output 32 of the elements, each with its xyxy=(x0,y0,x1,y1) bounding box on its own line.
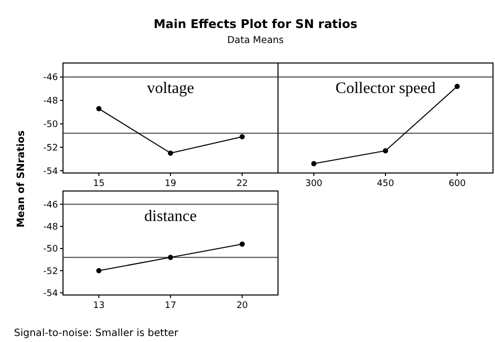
x-tick-label: 450 xyxy=(376,179,394,189)
annotation: voltage xyxy=(146,80,194,97)
chart-subtitle: Data Means xyxy=(227,35,284,46)
x-tick-label: 17 xyxy=(164,301,176,311)
y-tick-label: -48 xyxy=(43,222,58,233)
point xyxy=(168,254,174,260)
y-tick-label: -52 xyxy=(43,143,58,154)
y-tick-label: -46 xyxy=(43,73,58,84)
text: Signal-to-noise: Smaller is better xyxy=(14,328,180,339)
x-tick-label: 15 xyxy=(93,179,105,189)
y-tick-label: -48 xyxy=(43,96,58,107)
x-tick-label: 13 xyxy=(93,301,105,311)
y-tick-label: -50 xyxy=(43,120,58,130)
x-tick-label: 19 xyxy=(164,179,176,189)
point xyxy=(168,150,174,156)
point xyxy=(240,134,245,140)
point xyxy=(96,106,102,112)
y-axis-title: Mean of SNratios xyxy=(16,130,27,228)
x-tick-label: 22 xyxy=(236,179,248,189)
point xyxy=(96,268,102,274)
point xyxy=(240,242,245,247)
x-tick-label: 300 xyxy=(305,179,323,189)
y-tick-label: -54 xyxy=(43,288,58,299)
y-tick-label: -52 xyxy=(43,266,58,277)
x-tick-label: 600 xyxy=(448,179,466,189)
chart-title: Main Effects Plot for SN ratios xyxy=(154,17,358,31)
x-tick-label: 20 xyxy=(236,301,248,311)
annotation: Collector speed xyxy=(336,80,436,97)
y-tick-label: -46 xyxy=(43,200,58,210)
annotation: distance xyxy=(144,208,197,225)
y-tick-label: -54 xyxy=(43,166,58,177)
y-tick-label: -50 xyxy=(43,244,58,255)
